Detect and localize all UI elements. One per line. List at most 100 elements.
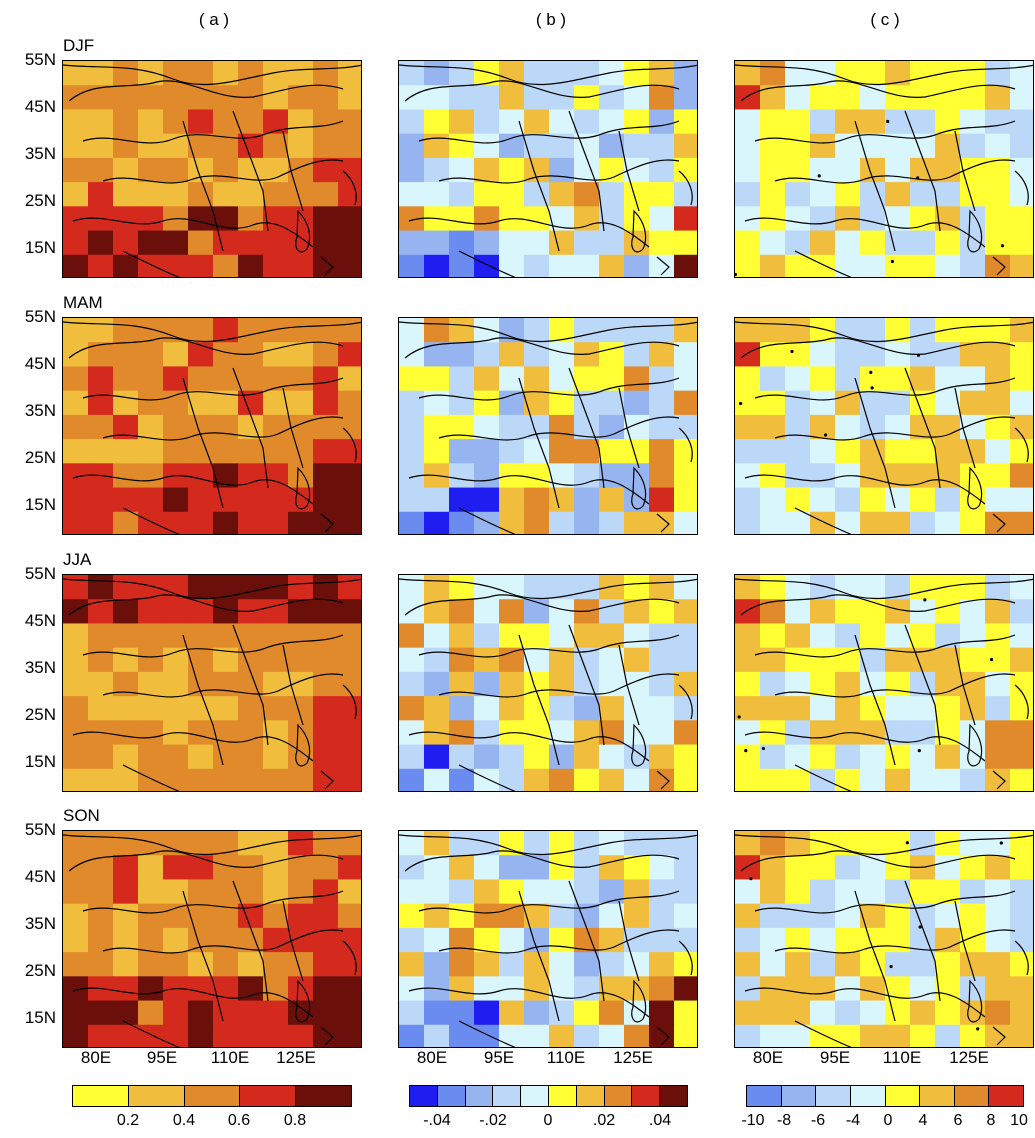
grid-cell: [499, 109, 525, 135]
grid-cell: [399, 511, 425, 534]
grid-cell: [960, 390, 986, 416]
season-label-jja: JJA: [63, 550, 92, 569]
grid-cell: [985, 109, 1011, 135]
grid-cell: [288, 390, 314, 416]
grid-cell: [499, 85, 525, 111]
grid-cell: [399, 61, 425, 86]
grid-cell: [499, 157, 525, 183]
grid-cell: [960, 463, 986, 489]
grid-cell: [735, 511, 761, 534]
grid-cell: [935, 61, 961, 86]
grid-cell: [1010, 230, 1033, 256]
grid-cell: [885, 318, 911, 343]
grid-cell: [338, 463, 361, 489]
grid-cell: [499, 927, 525, 953]
grid-cell: [113, 952, 139, 977]
grid-cell: [138, 157, 164, 183]
map-panel-b-son: [398, 830, 698, 1048]
grid-cell: [138, 623, 164, 649]
grid-cell: [399, 647, 425, 673]
significance-dot: [999, 841, 1003, 845]
grid-cell: [238, 831, 264, 856]
grid-cell: [735, 575, 761, 600]
grid-cell: [935, 744, 961, 770]
grid-cell: [138, 768, 164, 791]
grid-cell: [760, 511, 786, 534]
grid-cell: [213, 744, 239, 770]
grid-cell: [499, 768, 525, 791]
grid-cell: [474, 109, 500, 135]
colorbar-b-label-4: .04: [648, 1112, 672, 1129]
grid-cell: [424, 487, 450, 513]
grid-cell: [313, 696, 339, 721]
grid-cell: [163, 623, 189, 649]
grid-cell: [960, 976, 986, 1002]
border-line: [954, 900, 976, 982]
grid-cell: [263, 879, 289, 905]
grid-cell: [760, 647, 786, 673]
grid-cell: [549, 575, 575, 600]
grid-cell: [810, 390, 836, 416]
grid-cell: [985, 1024, 1011, 1047]
grid-cell: [1010, 903, 1033, 929]
border-line: [631, 466, 647, 510]
grid-cell: [935, 414, 961, 440]
grid-cell: [1010, 206, 1033, 232]
grid-cell: [549, 414, 575, 440]
grid-cell: [785, 696, 811, 721]
grid-cell: [599, 157, 625, 183]
grid-cell: [313, 647, 339, 673]
border-line: [992, 513, 1006, 533]
grid-cell: [399, 109, 425, 135]
grid-cell: [474, 879, 500, 905]
grid-cell: [599, 831, 625, 856]
grid-cell: [213, 85, 239, 111]
grid-cell: [524, 390, 550, 416]
grid-cell: [63, 1000, 89, 1026]
grid-cell: [1010, 831, 1033, 856]
grid-cell: [649, 647, 675, 673]
grid-cell: [449, 1024, 475, 1047]
grid-cell: [960, 61, 986, 86]
grid-cell: [474, 952, 500, 977]
grid-cell: [399, 903, 425, 929]
grid-cell: [835, 768, 861, 791]
grid-cell: [499, 696, 525, 721]
grid-cell: [735, 318, 761, 343]
grid-cell: [113, 744, 139, 770]
grid-cell: [624, 599, 650, 625]
grid-cell: [574, 575, 600, 600]
grid-cell: [985, 230, 1011, 256]
grid-cell: [735, 831, 761, 856]
grid-cell: [113, 720, 139, 746]
grid-cell: [935, 696, 961, 721]
grid-cell: [424, 1000, 450, 1026]
grid-cell: [1010, 157, 1033, 183]
grid-cell: [449, 744, 475, 770]
grid-cell: [935, 366, 961, 392]
grid-cell: [785, 390, 811, 416]
grid-cell: [599, 109, 625, 135]
grid-cell: [63, 671, 89, 697]
border-line: [618, 387, 640, 469]
border-line: [740, 850, 1016, 872]
grid-cell: [760, 1000, 786, 1026]
border-line: [735, 834, 1033, 856]
significance-dot: [749, 877, 753, 881]
lon-label-a-125e: 125E: [276, 1048, 316, 1067]
grid-cell: [213, 230, 239, 256]
grid-cell: [113, 487, 139, 513]
grid-cell: [238, 463, 264, 489]
border-line: [102, 416, 344, 441]
grid-cell: [910, 439, 936, 464]
grid-cell: [910, 206, 936, 232]
grid-cell: [1010, 976, 1033, 1002]
grid-cell: [599, 342, 625, 368]
grid-cell: [835, 879, 861, 905]
grid-cell: [1010, 768, 1033, 791]
grid-cell: [835, 254, 861, 277]
grid-cell: [63, 182, 89, 207]
grid-cell: [960, 720, 986, 746]
grid-cell: [88, 768, 114, 791]
lat-label-jja-55n: 55N: [24, 564, 56, 583]
